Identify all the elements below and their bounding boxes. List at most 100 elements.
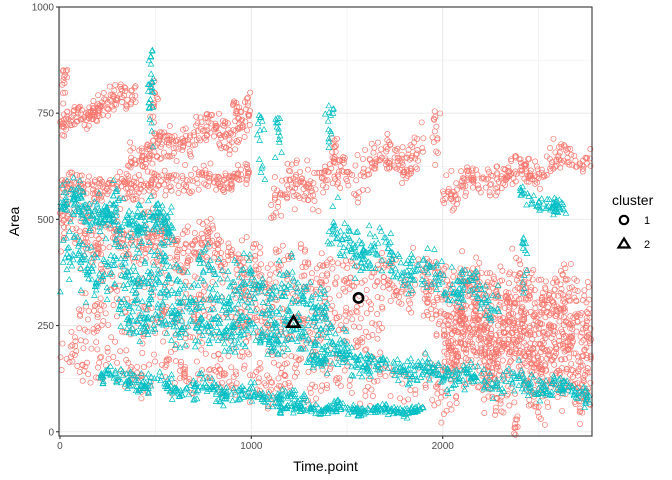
- data-point-cluster-1: [304, 184, 311, 191]
- data-point-cluster-1: [587, 355, 594, 362]
- data-point-cluster-1: [489, 364, 495, 371]
- data-point-cluster-1: [187, 334, 194, 341]
- data-point-cluster-1: [444, 277, 451, 284]
- data-point-cluster-1: [310, 321, 317, 328]
- data-point-cluster-1: [195, 128, 201, 135]
- data-point-cluster-1: [244, 166, 251, 173]
- data-point-cluster-1: [199, 367, 205, 374]
- data-point-cluster-1: [196, 135, 202, 142]
- data-point-cluster-1: [324, 176, 331, 183]
- data-point-cluster-1: [560, 261, 567, 268]
- data-point-cluster-1: [443, 172, 450, 179]
- data-point-cluster-1: [207, 215, 214, 222]
- data-point-cluster-1: [547, 165, 554, 172]
- data-point-cluster-1: [174, 247, 181, 253]
- data-point-cluster-1: [197, 114, 204, 121]
- data-point-cluster-1: [484, 166, 491, 173]
- data-point-cluster-1: [584, 279, 591, 285]
- data-point-cluster-1: [136, 147, 143, 154]
- data-point-cluster-1: [494, 184, 501, 191]
- data-point-cluster-1: [536, 185, 543, 192]
- data-point-cluster-1: [363, 346, 370, 353]
- data-point-cluster-1: [68, 328, 75, 335]
- data-point-cluster-1: [498, 175, 505, 182]
- data-point-cluster-1: [305, 196, 312, 203]
- data-point-cluster-1: [291, 192, 297, 199]
- data-point-cluster-1: [150, 205, 156, 212]
- data-point-cluster-1: [278, 212, 285, 219]
- data-point-cluster-1: [161, 167, 168, 174]
- data-point-cluster-1: [122, 246, 129, 252]
- data-point-cluster-1: [74, 106, 81, 113]
- data-point-cluster-1: [227, 130, 234, 137]
- data-point-cluster-1: [78, 116, 85, 123]
- data-point-cluster-1: [344, 265, 351, 271]
- data-point-cluster-1: [369, 160, 376, 166]
- data-point-cluster-1: [310, 180, 317, 187]
- data-point-cluster-1: [174, 255, 181, 262]
- data-point-cluster-1: [561, 157, 567, 164]
- data-point-cluster-1: [98, 197, 105, 204]
- data-point-cluster-1: [109, 103, 116, 110]
- data-point-cluster-1: [532, 172, 539, 179]
- data-point-cluster-1: [145, 234, 152, 240]
- data-point-cluster-1: [539, 169, 545, 176]
- data-point-cluster-1: [405, 297, 412, 304]
- data-point-cluster-1: [374, 277, 381, 284]
- data-point-cluster-1: [441, 265, 448, 272]
- data-point-cluster-1: [106, 244, 113, 251]
- data-point-cluster-1: [525, 155, 532, 162]
- data-point-cluster-1: [340, 160, 347, 166]
- data-point-cluster-1: [104, 185, 110, 192]
- data-point-cluster-1: [119, 328, 126, 335]
- data-point-cluster-1: [579, 362, 586, 369]
- data-point-cluster-1: [105, 188, 112, 195]
- data-point-cluster-1: [458, 357, 465, 364]
- data-point-cluster-1: [340, 277, 347, 284]
- data-point-cluster-1: [557, 164, 564, 171]
- data-point-cluster-1: [117, 206, 124, 212]
- data-point-cluster-1: [465, 168, 472, 175]
- data-point-cluster-1: [343, 304, 350, 311]
- data-point-cluster-1: [90, 329, 97, 336]
- data-point-cluster-1: [246, 169, 253, 176]
- data-point-cluster-1: [518, 159, 524, 166]
- data-point-cluster-1: [129, 93, 136, 100]
- data-point-cluster-1: [403, 175, 410, 182]
- data-point-cluster-1: [523, 178, 530, 185]
- data-point-cluster-1: [268, 202, 275, 208]
- data-point-cluster-1: [100, 244, 107, 251]
- data-point-cluster-1: [199, 169, 206, 176]
- data-point-cluster-1: [527, 170, 534, 177]
- data-point-cluster-1: [482, 362, 489, 369]
- data-point-cluster-1: [114, 287, 121, 294]
- data-point-cluster-1: [228, 251, 235, 258]
- data-point-cluster-1: [399, 161, 406, 168]
- data-point-cluster-1: [476, 286, 483, 293]
- data-point-cluster-1: [440, 188, 447, 195]
- data-point-cluster-1: [386, 285, 393, 292]
- data-point-cluster-1: [95, 243, 102, 250]
- data-point-cluster-1: [311, 198, 318, 204]
- data-point-cluster-1: [125, 190, 132, 197]
- data-point-cluster-1: [378, 154, 385, 161]
- data-point-cluster-1: [59, 132, 66, 139]
- data-point-cluster-1: [320, 262, 327, 269]
- data-point-cluster-1: [486, 169, 492, 176]
- data-point-cluster-1: [218, 238, 225, 245]
- data-point-cluster-1: [283, 176, 290, 183]
- data-point-cluster-1: [566, 354, 573, 361]
- data-point-cluster-1: [346, 382, 353, 389]
- data-point-cluster-1: [369, 163, 376, 170]
- data-point-cluster-1: [175, 182, 182, 189]
- data-point-cluster-1: [76, 228, 83, 235]
- data-point-cluster-1: [189, 240, 196, 247]
- data-point-cluster-1: [180, 126, 186, 133]
- data-point-cluster-1: [496, 302, 503, 309]
- data-point-cluster-1: [482, 383, 489, 390]
- data-point-cluster-1: [403, 154, 410, 161]
- data-point-cluster-1: [208, 120, 215, 127]
- data-point-cluster-1: [497, 263, 504, 270]
- data-point-cluster-1: [408, 168, 415, 175]
- data-point-cluster-1: [419, 266, 426, 273]
